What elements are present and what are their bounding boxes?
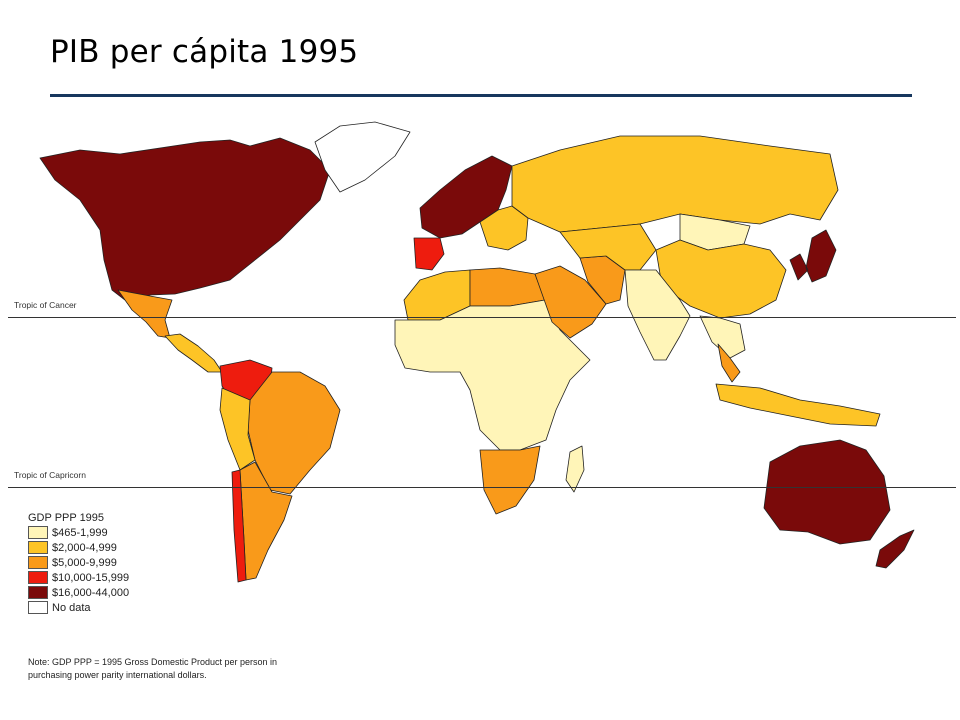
legend-label-c2: $2,000-4,999 [52,541,117,554]
tropic-of-cancer-label: Tropic of Cancer [14,300,77,310]
region-chile [231,469,247,583]
legend-swatch-c3 [28,556,48,569]
region-southeast-asia [699,315,746,359]
legend-row-c1: $465-1,999 [28,525,129,540]
legend-row-c2: $2,000-4,999 [28,540,129,555]
map-note: Note: GDP PPP = 1995 Gross Domestic Prod… [28,657,278,680]
region-russia [511,135,839,233]
region-central-america [164,333,223,373]
legend-row-c3: $5,000-9,999 [28,555,129,570]
legend-row-c4: $10,000-15,999 [28,570,129,585]
map-legend: GDP PPP 1995 $465-1,999 $2,000-4,999 $5,… [28,512,129,615]
region-china [655,239,787,319]
world-map [39,121,915,583]
tropic-of-capricorn-line [8,487,956,488]
region-western-europe [419,155,513,239]
legend-title: GDP PPP 1995 [28,512,105,524]
legend-label-c3: $5,000-9,999 [52,556,117,569]
region-iberia [413,237,445,271]
region-southern-africa [479,445,541,515]
legend-label-c4: $10,000-15,999 [52,571,130,584]
region-japan-korea [789,229,837,283]
legend-swatch-c5 [28,586,48,599]
region-andes [219,387,256,471]
region-madagascar [565,445,585,493]
legend-label-c5: $16,000-44,000 [52,586,130,599]
region-india [624,269,691,361]
tropic-of-capricorn-label: Tropic of Capricorn [14,470,86,480]
region-indonesia [715,383,881,427]
legend-swatch-c2 [28,541,48,554]
title-rule [50,94,912,97]
region-australia-nz [763,439,915,569]
legend-label-c1: $465-1,999 [52,526,108,539]
region-thailand-malaysia [717,343,741,383]
region-middle-east [534,265,607,339]
legend-label-nodata: No data [52,601,91,614]
region-libya [469,267,546,307]
region-eastern-europe [479,205,529,251]
region-subsaharan-africa [394,299,591,451]
legend-row-nodata: No data [28,600,129,615]
region-north-america [39,137,331,301]
region-greenland [314,121,411,193]
legend-swatch-nodata [28,601,48,614]
region-mexico [117,289,173,339]
legend-swatch-c4 [28,571,48,584]
slide-title: PIB per cápita 1995 [50,34,359,70]
legend-row-c5: $16,000-44,000 [28,585,129,600]
legend-swatch-c1 [28,526,48,539]
tropic-of-cancer-line [8,317,956,318]
